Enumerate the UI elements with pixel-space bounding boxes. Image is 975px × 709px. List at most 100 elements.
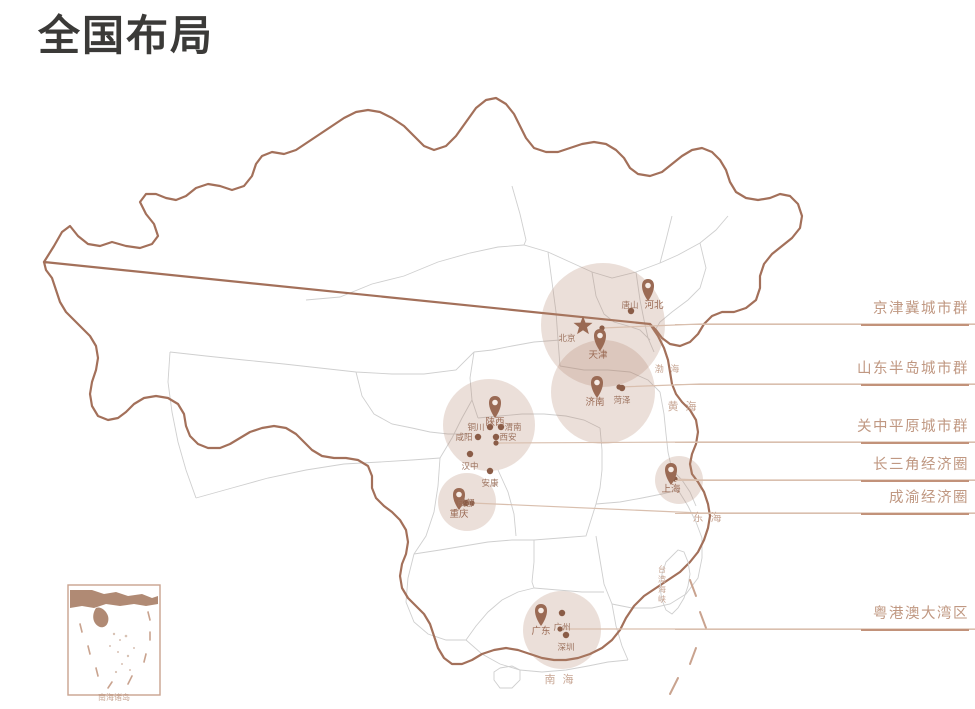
callout-chengyu[interactable]: 成渝经济圈 xyxy=(675,489,975,523)
strait-label: 峡 xyxy=(658,594,666,604)
callout-rule xyxy=(675,442,975,443)
city-label: 成都 xyxy=(457,498,475,508)
pin-hole xyxy=(456,491,462,498)
taiwan-outline xyxy=(659,549,691,615)
province-label: 广东 xyxy=(531,625,550,637)
pin-hole xyxy=(594,379,600,386)
callout-rule-accent xyxy=(861,479,969,482)
sea-label: 渤 海 xyxy=(655,363,682,374)
city-dot xyxy=(492,433,500,441)
callout-rule-accent xyxy=(861,628,969,631)
city-label: 菏泽 xyxy=(613,395,631,405)
callout-label: 山东半岛城市群 xyxy=(857,361,969,377)
callout-jingjinji[interactable]: 京津冀城市群 xyxy=(675,300,975,334)
city-label: 深圳 xyxy=(557,642,574,652)
city-label: 铜川 xyxy=(467,422,484,432)
map-pin-marker[interactable] xyxy=(665,463,677,485)
sea-label: 黄 海 xyxy=(667,399,698,413)
leader-anchor-dawanqu xyxy=(557,626,563,632)
map-pin-marker[interactable] xyxy=(594,329,606,351)
province-borders xyxy=(167,185,729,673)
pin-hole xyxy=(538,607,544,614)
city-label: 咸阳 xyxy=(455,432,472,442)
nine-dash-line xyxy=(669,579,707,695)
city-dot xyxy=(618,384,626,392)
city-label: 汉中 xyxy=(461,461,478,471)
leader-anchor-guanzhong xyxy=(493,440,499,446)
callout-label: 长三角经济圈 xyxy=(873,457,969,473)
city-dots xyxy=(462,307,635,639)
callout-rule xyxy=(675,324,975,325)
city-dot xyxy=(497,423,505,431)
province-label: 天津 xyxy=(588,350,608,361)
pin-icon xyxy=(535,604,547,626)
cluster-halo-shandong xyxy=(551,340,655,444)
city-dot xyxy=(486,467,494,475)
city-dot xyxy=(466,450,474,458)
city-dot xyxy=(486,423,494,431)
pin-hole xyxy=(492,399,498,406)
map-pin-marker[interactable] xyxy=(489,396,501,418)
pin-hole xyxy=(645,282,651,289)
leader-anchor-chengyu xyxy=(469,500,475,506)
callout-rule xyxy=(675,513,975,514)
province-label: 上海 xyxy=(661,483,681,495)
callout-label: 京津冀城市群 xyxy=(873,301,969,317)
callout-rule-accent xyxy=(861,512,969,515)
city-label: 安康 xyxy=(481,478,499,488)
inset-dash-line xyxy=(79,611,151,689)
callout-label: 成渝经济圈 xyxy=(889,490,969,506)
map-pin-marker[interactable] xyxy=(535,604,547,626)
sea-label: 南 海 xyxy=(544,672,575,686)
callout-rule xyxy=(675,629,975,630)
city-dot xyxy=(462,499,470,507)
callout-label: 关中平原城市群 xyxy=(857,419,969,435)
callout-changsanjiao[interactable]: 长三角经济圈 xyxy=(675,456,975,490)
map-pin-marker[interactable] xyxy=(453,488,465,510)
inset-frame xyxy=(67,584,161,696)
callout-rule xyxy=(675,384,975,385)
pin-icon xyxy=(453,488,465,510)
cluster-halo-jingjinji xyxy=(541,263,665,387)
city-dot xyxy=(573,316,593,335)
city-dot xyxy=(562,631,570,639)
callout-rule-accent xyxy=(861,323,969,326)
city-dot xyxy=(474,433,482,441)
city-label: 唐山 xyxy=(621,300,638,310)
province-label: 重庆 xyxy=(449,508,469,520)
city-label: 渭南 xyxy=(504,422,521,432)
pin-icon xyxy=(591,376,603,398)
inset-hainan xyxy=(93,607,109,628)
map-pin-marker[interactable] xyxy=(591,376,603,398)
callout-guanzhong[interactable]: 关中平原城市群 xyxy=(675,418,975,452)
city-dot xyxy=(627,307,635,315)
pin-markers xyxy=(453,279,677,626)
strait-label: 台 xyxy=(658,564,666,574)
province-label: 济南 xyxy=(585,396,604,408)
map-pin-marker[interactable] xyxy=(642,279,654,301)
callout-label: 粤港澳大湾区 xyxy=(873,606,969,622)
callout-shandong[interactable]: 山东半岛城市群 xyxy=(675,360,975,394)
national-border xyxy=(42,96,804,666)
city-label: 广州 xyxy=(553,622,570,632)
city-label: 北京 xyxy=(558,333,575,343)
city-label: 西安 xyxy=(499,432,516,442)
province-label: 河北 xyxy=(644,299,664,311)
pin-icon xyxy=(665,463,677,485)
hainan-outline xyxy=(493,665,521,689)
inset-islets xyxy=(109,632,135,674)
callout-dawanqu[interactable]: 粤港澳大湾区 xyxy=(675,605,975,639)
callout-rule xyxy=(675,480,975,481)
province-label: 陕西 xyxy=(485,416,504,428)
callout-rule-accent xyxy=(861,383,969,386)
strait-label: 湾 xyxy=(658,574,666,584)
callout-rule-accent xyxy=(861,441,969,444)
pin-hole xyxy=(668,466,674,473)
city-dot xyxy=(558,609,566,617)
pin-icon xyxy=(642,279,654,301)
